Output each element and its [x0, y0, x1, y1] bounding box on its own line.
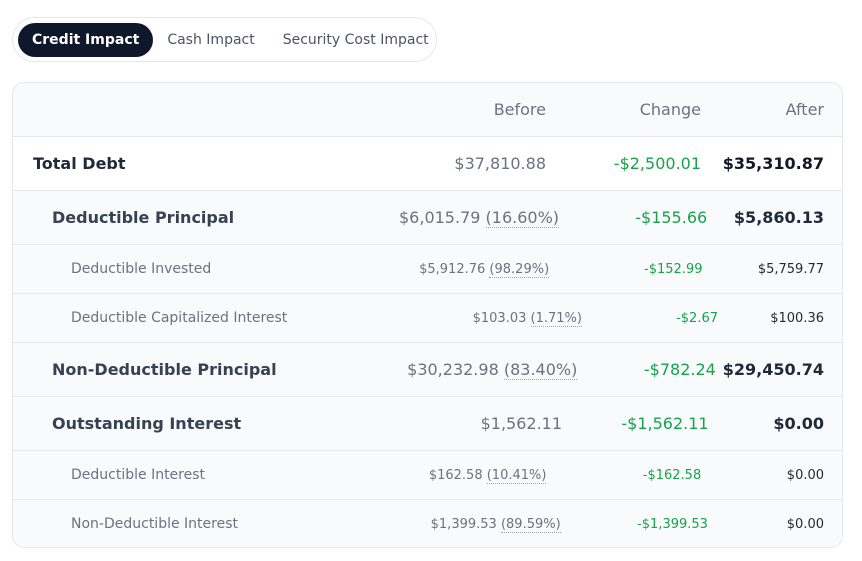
row-deductible-principal: Deductible Principal $6,015.79 (16.60%) …: [13, 190, 842, 244]
before-value: $37,810.88: [454, 154, 546, 173]
row-label: Non-Deductible Principal: [52, 360, 277, 379]
after-value: $29,450.74: [722, 360, 824, 379]
before-amount: $5,912.76: [419, 261, 486, 277]
change-value: -$162.58: [642, 467, 702, 483]
after-value: $0.00: [786, 516, 824, 532]
before-percent: (1.71%): [530, 310, 582, 327]
change-value: -$1,562.11: [621, 414, 709, 433]
row-label: Total Debt: [33, 154, 126, 173]
row-outstanding-interest: Outstanding Interest $1,562.11 -$1,562.1…: [13, 396, 842, 450]
change-value: -$155.66: [635, 208, 708, 227]
tab-credit-impact[interactable]: Credit Impact: [18, 22, 154, 57]
change-value: -$1,399.53: [637, 516, 708, 532]
before-percent: (98.29%): [489, 261, 550, 278]
header-change: Change: [639, 100, 701, 119]
after-value: $100.36: [770, 310, 824, 326]
before-amount: $30,232.98: [407, 360, 499, 379]
before-percent: (83.40%): [503, 360, 578, 380]
after-value: $0.00: [786, 467, 825, 483]
before-value: $5,912.76 (98.29%): [211, 261, 567, 278]
before-value: $30,232.98 (83.40%): [277, 360, 596, 380]
row-label: Non-Deductible Interest: [71, 516, 238, 532]
row-non-deductible-principal: Non-Deductible Principal $30,232.98 (83.…: [13, 342, 842, 396]
change-value: -$152.99: [644, 261, 703, 277]
impact-table: Before Change After Total Debt $37,810.8…: [12, 82, 843, 548]
header-after: After: [785, 100, 824, 119]
before-percent: (89.59%): [500, 516, 561, 533]
row-label: Outstanding Interest: [52, 414, 242, 433]
before-percent: (16.60%): [485, 208, 560, 228]
after-value: $0.00: [773, 414, 825, 433]
row-deductible-invested: Deductible Invested $5,912.76 (98.29%) -…: [13, 244, 842, 293]
header-before: Before: [493, 100, 546, 119]
before-value: $162.58 (10.41%): [205, 467, 564, 484]
row-deductible-capitalized-interest: Deductible Capitalized Interest $103.03 …: [13, 293, 842, 342]
tab-cash-impact[interactable]: Cash Impact: [167, 31, 255, 48]
before-value: $1,399.53 (89.59%): [238, 516, 579, 533]
row-non-deductible-interest: Non-Deductible Interest $1,399.53 (89.59…: [13, 499, 842, 547]
before-amount: $103.03: [472, 310, 527, 326]
row-label: Deductible Invested: [71, 261, 212, 277]
tab-security-cost-impact[interactable]: Security Cost Impact: [282, 31, 429, 48]
after-value: $5,860.13: [733, 208, 825, 227]
before-percent: (10.41%): [486, 467, 547, 484]
before-value: $103.03 (1.71%): [287, 310, 600, 327]
table-header-row: Before Change After: [13, 83, 842, 136]
before-amount: $162.58: [428, 467, 483, 483]
before-amount: $6,015.79: [399, 208, 481, 227]
impact-tab-bar: Credit Impact Cash Impact Security Cost …: [12, 17, 437, 62]
after-value: $35,310.87: [722, 154, 824, 173]
row-total-debt: Total Debt $37,810.88 -$2,500.01 $35,310…: [13, 136, 842, 190]
row-label: Deductible Interest: [71, 467, 206, 483]
change-value: -$2.67: [676, 310, 719, 326]
after-value: $5,759.77: [757, 261, 824, 277]
row-label: Deductible Principal: [52, 208, 235, 227]
change-value: -$782.24: [643, 360, 716, 379]
change-value: -$2,500.01: [613, 154, 701, 173]
row-deductible-interest: Deductible Interest $162.58 (10.41%) -$1…: [13, 450, 842, 499]
before-value: $1,562.11: [480, 414, 563, 433]
before-amount: $1,399.53: [430, 516, 497, 532]
before-value: $6,015.79 (16.60%): [234, 208, 577, 228]
row-label: Deductible Capitalized Interest: [71, 310, 288, 326]
